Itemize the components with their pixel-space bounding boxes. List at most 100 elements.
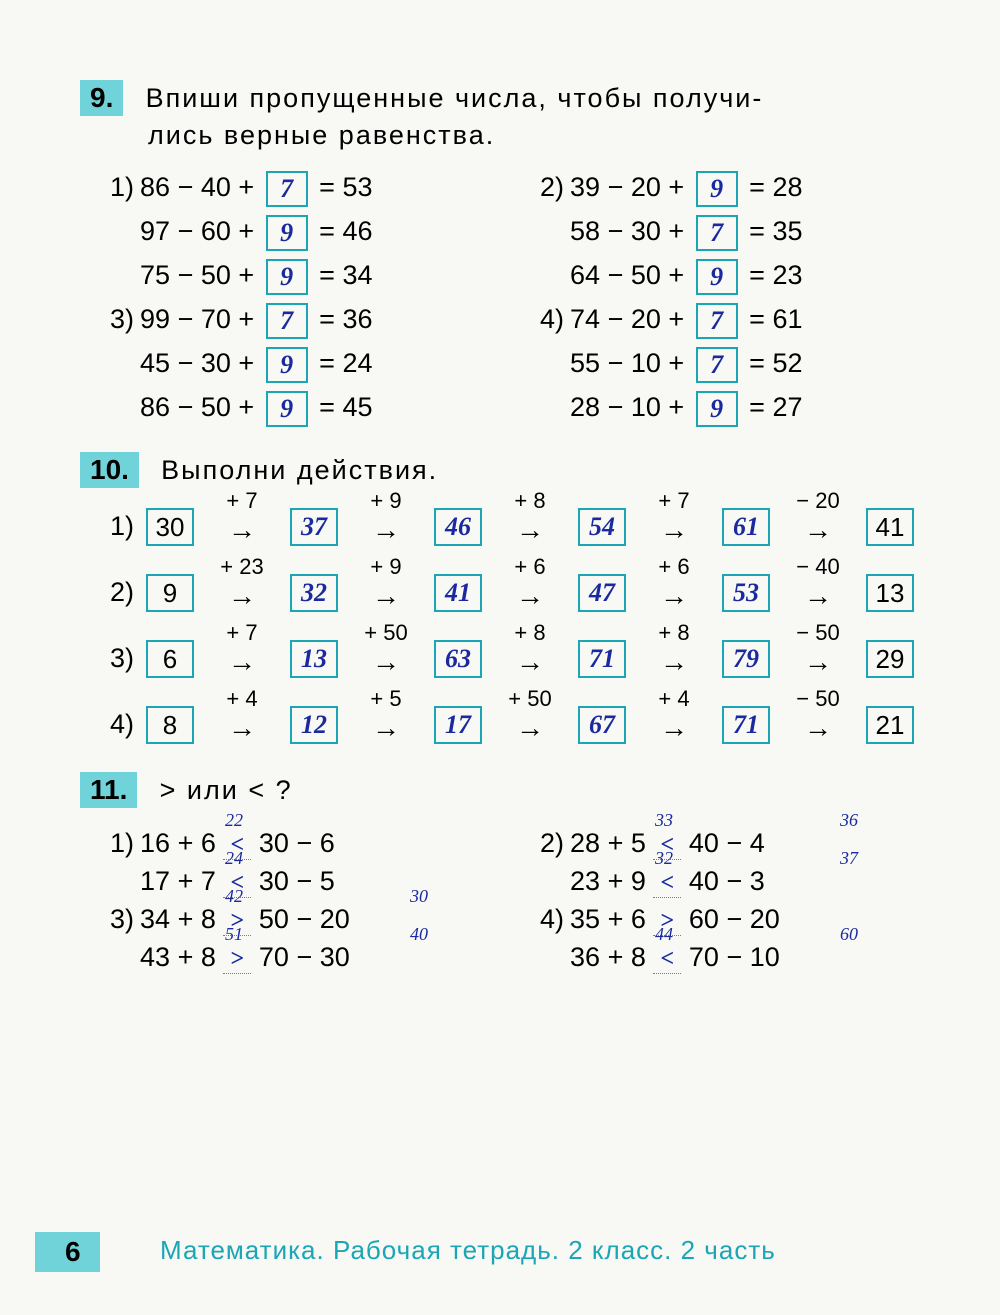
operand: 7: [201, 866, 216, 896]
arrow-icon: →: [372, 712, 400, 744]
operand: 30: [259, 866, 289, 896]
chain-operation: + 23: [220, 554, 263, 580]
chain-value-box[interactable]: 71: [578, 640, 626, 678]
task-text: > или < ?: [160, 775, 293, 805]
chain-operation: + 6: [658, 554, 689, 580]
chain-segment: + 8 →: [634, 646, 714, 678]
chain-segment: − 50 →: [778, 712, 858, 744]
operand: 16: [140, 828, 170, 858]
chain-segment: + 9 →: [346, 580, 426, 612]
chain-value-box[interactable]: 79: [722, 640, 770, 678]
chain-value-box[interactable]: 53: [722, 574, 770, 612]
result: 34: [342, 260, 372, 290]
operand: 20: [631, 304, 661, 334]
chain-operation: + 7: [226, 488, 257, 514]
answer-box[interactable]: 9: [696, 259, 738, 295]
result: 27: [772, 392, 802, 422]
chain-row: 1)30 + 7 → 37 + 9 → 46 + 8 → 54 + 7: [110, 508, 940, 546]
comparison-answer[interactable]: <: [653, 946, 681, 974]
chain-value-box[interactable]: 37: [290, 508, 338, 546]
operand: 40: [201, 172, 231, 202]
operand: 10: [631, 392, 661, 422]
operand: 8: [201, 904, 216, 934]
task-11-header: 11. > или < ?: [80, 772, 940, 808]
workbook-page: 9. Впиши пропущенные числа, чтобы получи…: [0, 0, 1000, 1019]
equation-row: 2)58 − 30 + 7 = 35: [540, 215, 940, 251]
answer-box[interactable]: 9: [696, 171, 738, 207]
operand: 55: [570, 348, 600, 378]
operand: 50: [201, 260, 231, 290]
operand: 70: [259, 942, 289, 972]
sub-number: 2): [110, 577, 134, 612]
comparison-row: 2)333628 + 5 < 40 − 4: [540, 828, 940, 860]
chain-operation: + 7: [658, 488, 689, 514]
operand: 5: [320, 866, 335, 896]
chain-value-box[interactable]: 41: [434, 574, 482, 612]
arrow-icon: →: [660, 514, 688, 546]
chain-operation: + 7: [226, 620, 257, 646]
operand: 86: [140, 392, 170, 422]
task-9-header: 9. Впиши пропущенные числа, чтобы получи…: [80, 80, 940, 151]
handwritten-annotation: 22: [225, 810, 243, 831]
chain-value-box[interactable]: 12: [290, 706, 338, 744]
operand: 75: [140, 260, 170, 290]
task-number-badge: 10.: [80, 452, 139, 488]
operand: 70: [201, 304, 231, 334]
equation-row: 3)99 − 70 + 7 = 36: [110, 303, 510, 339]
operand: 86: [140, 172, 170, 202]
arrow-icon: →: [804, 712, 832, 744]
comparison-answer[interactable]: >: [223, 946, 251, 974]
chain-value-box[interactable]: 13: [290, 640, 338, 678]
operand: 60: [201, 216, 231, 246]
handwritten-annotation: 44: [655, 924, 673, 945]
answer-box[interactable]: 9: [266, 391, 308, 427]
answer-box[interactable]: 7: [696, 303, 738, 339]
chain-operation: − 20: [796, 488, 839, 514]
chain-value-box[interactable]: 54: [578, 508, 626, 546]
answer-box[interactable]: 9: [266, 215, 308, 251]
chain-value-box[interactable]: 47: [578, 574, 626, 612]
sub-number: 1): [110, 172, 134, 202]
chain-value-box[interactable]: 63: [434, 640, 482, 678]
chain-value-box[interactable]: 46: [434, 508, 482, 546]
chain-start-box: 9: [146, 574, 194, 612]
operand: 20: [750, 904, 780, 934]
answer-box[interactable]: 7: [266, 303, 308, 339]
operand: 20: [320, 904, 350, 934]
operand: 3: [750, 866, 765, 896]
chain-value-box[interactable]: 71: [722, 706, 770, 744]
chain-operation: + 6: [514, 554, 545, 580]
handwritten-annotation: 30: [410, 886, 428, 907]
equation-row: 1)75 − 50 + 9 = 34: [110, 259, 510, 295]
chain-segment: + 7 →: [202, 646, 282, 678]
answer-box[interactable]: 9: [696, 391, 738, 427]
operand: 50: [631, 260, 661, 290]
footer-text: Математика. Рабочая тетрадь. 2 класс. 2 …: [160, 1235, 776, 1266]
chain-value-box[interactable]: 61: [722, 508, 770, 546]
chain-value-box[interactable]: 32: [290, 574, 338, 612]
task-text: Впиши пропущенные числа, чтобы получи-: [146, 83, 764, 113]
answer-box[interactable]: 9: [266, 347, 308, 383]
chain-operation: + 5: [370, 686, 401, 712]
chain-operation: + 4: [658, 686, 689, 712]
equation-row: 4)28 − 10 + 9 = 27: [540, 391, 940, 427]
arrow-icon: →: [516, 580, 544, 612]
answer-box[interactable]: 7: [696, 215, 738, 251]
operand: 20: [631, 172, 661, 202]
chain-segment: + 50 →: [490, 712, 570, 744]
answer-box[interactable]: 9: [266, 259, 308, 295]
answer-box[interactable]: 7: [696, 347, 738, 383]
comparison-answer[interactable]: <: [653, 870, 681, 898]
chain-value-box[interactable]: 67: [578, 706, 626, 744]
result: 53: [342, 172, 372, 202]
chain-segment: + 50 →: [346, 646, 426, 678]
equation-row: 3)86 − 50 + 9 = 45: [110, 391, 510, 427]
chain-segment: + 6 →: [490, 580, 570, 612]
task-text: Выполни действия.: [161, 455, 438, 485]
chain-value-box[interactable]: 17: [434, 706, 482, 744]
arrow-icon: →: [804, 514, 832, 546]
operand: 50: [259, 904, 289, 934]
chain-operation: + 8: [514, 488, 545, 514]
chain-segment: + 4 →: [202, 712, 282, 744]
answer-box[interactable]: 7: [266, 171, 308, 207]
